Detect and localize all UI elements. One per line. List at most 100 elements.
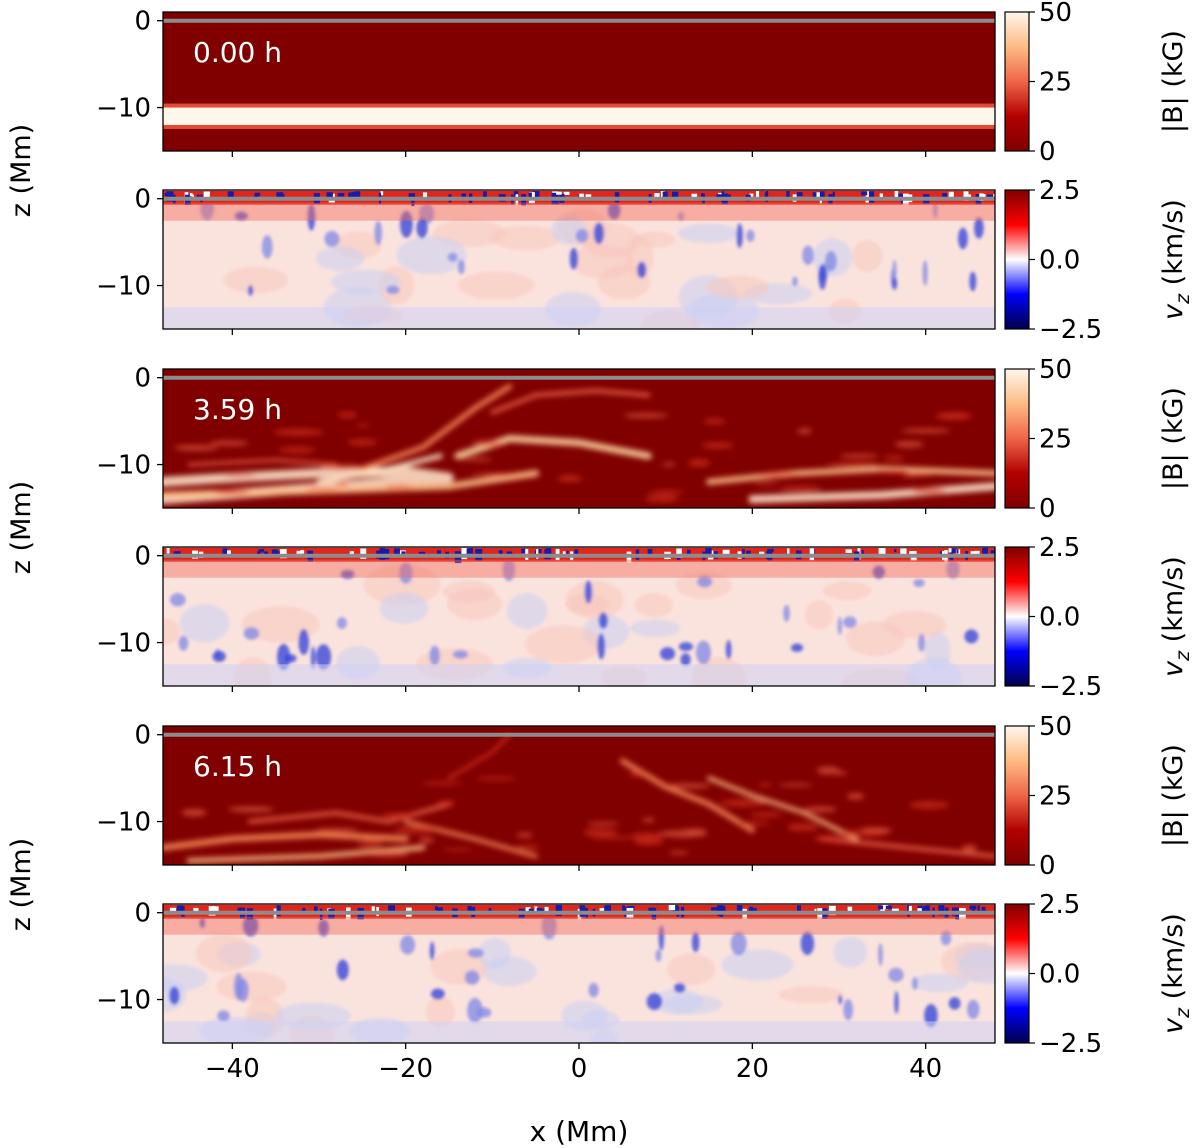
- v-plume: [541, 912, 557, 940]
- v-granule: [720, 905, 725, 916]
- v-granule: [881, 905, 889, 910]
- v-granule: [981, 906, 986, 912]
- y-axis-label: z (Mm): [6, 124, 37, 217]
- v-granule: [647, 548, 653, 556]
- b-filament: [934, 414, 972, 418]
- panel-4-image: [163, 726, 995, 865]
- v-granule: [276, 192, 284, 201]
- v-plume: [340, 569, 355, 579]
- v-granule: [880, 906, 885, 913]
- v-upflow-layer: [163, 202, 995, 221]
- colorbar-tick-label: 2.5: [1039, 890, 1080, 920]
- v-granule: [436, 550, 441, 555]
- v-granule: [828, 905, 836, 916]
- v-granule: [686, 549, 691, 557]
- b-filament: [320, 464, 366, 470]
- v-granule: [227, 191, 234, 198]
- v-plume: [310, 646, 316, 670]
- v-plume: [277, 643, 291, 671]
- b-filament: [587, 821, 620, 826]
- v-granule: [749, 193, 754, 197]
- v-granule: [662, 191, 668, 200]
- v-granule: [434, 906, 438, 910]
- v-symbol: v: [1158, 303, 1189, 320]
- v-granule: [878, 548, 886, 558]
- v-unit: (km/s): [1158, 913, 1189, 1008]
- time-label: 0.00 h: [193, 36, 282, 69]
- v-granule: [255, 192, 261, 196]
- v-granule: [604, 905, 607, 913]
- v-granule: [227, 550, 231, 556]
- b-filament: [813, 835, 852, 842]
- v-plume: [878, 942, 883, 967]
- v-plume: [593, 222, 605, 245]
- v-plume: [940, 930, 952, 946]
- y-tick-label: 0: [134, 364, 151, 394]
- v-plume: [400, 935, 416, 955]
- v-granule: [948, 548, 952, 553]
- v-granule: [716, 194, 723, 198]
- v-patch: [163, 618, 180, 645]
- v-granule: [408, 193, 415, 198]
- v-plume: [452, 650, 469, 659]
- b-filament: [335, 481, 349, 487]
- v-granule: [711, 907, 718, 911]
- b-filament: [356, 423, 370, 428]
- v-subscript: z: [1172, 293, 1194, 305]
- v-granule: [203, 191, 210, 199]
- b-filament: [827, 461, 878, 467]
- b-filament: [441, 848, 473, 852]
- v-granule: [483, 191, 487, 199]
- v-patch: [565, 593, 610, 615]
- v-plume: [575, 229, 589, 243]
- v-granule: [832, 191, 835, 197]
- colorbar-tick-label: 0.0: [1039, 960, 1080, 990]
- b-filament: [589, 835, 637, 840]
- v-granule: [722, 549, 730, 556]
- v-plume: [261, 235, 273, 259]
- v-granule: [380, 191, 384, 196]
- b-strand: [447, 733, 512, 780]
- v-patch: [634, 231, 676, 248]
- v-plume: [843, 999, 854, 1021]
- v-granule: [193, 907, 199, 914]
- v-granule: [563, 191, 570, 195]
- v-plume: [678, 642, 694, 652]
- v-colorbar: [1004, 903, 1030, 1044]
- v-plume: [888, 967, 904, 983]
- v-granule: [532, 191, 540, 199]
- v-patch: [721, 949, 794, 981]
- v-granule: [908, 905, 912, 914]
- v-granule: [691, 193, 698, 199]
- x-tick-label: 0: [571, 1054, 588, 1084]
- v-granule: [348, 192, 352, 200]
- v-granule: [574, 549, 579, 557]
- b-filament: [703, 418, 726, 425]
- v-granule: [214, 906, 219, 913]
- v-granule: [271, 549, 279, 555]
- v-granule: [279, 548, 287, 559]
- v-plume: [894, 991, 899, 1014]
- b-filament: [688, 458, 711, 467]
- colorbar-tick-label: 25: [1039, 68, 1072, 98]
- b-filament: [894, 441, 924, 448]
- v-granule: [990, 550, 995, 554]
- b-filament: [181, 808, 207, 817]
- v-patch: [706, 275, 770, 299]
- b-filament: [883, 455, 904, 461]
- b-filament: [649, 490, 685, 495]
- v-symbol: v: [1158, 1017, 1189, 1034]
- y-tick-label: 0: [134, 721, 151, 751]
- v-granule: [371, 906, 375, 913]
- b-filament: [582, 828, 618, 837]
- v-granule: [189, 193, 193, 197]
- v-granule: [900, 548, 907, 557]
- v-patch: [823, 581, 872, 601]
- b-filament: [516, 832, 533, 838]
- b-filament: [472, 439, 493, 446]
- colorbar-tick-label: 0.0: [1039, 246, 1080, 276]
- b-filament: [623, 412, 668, 419]
- v-granule: [388, 905, 395, 914]
- v-patch: [179, 603, 230, 643]
